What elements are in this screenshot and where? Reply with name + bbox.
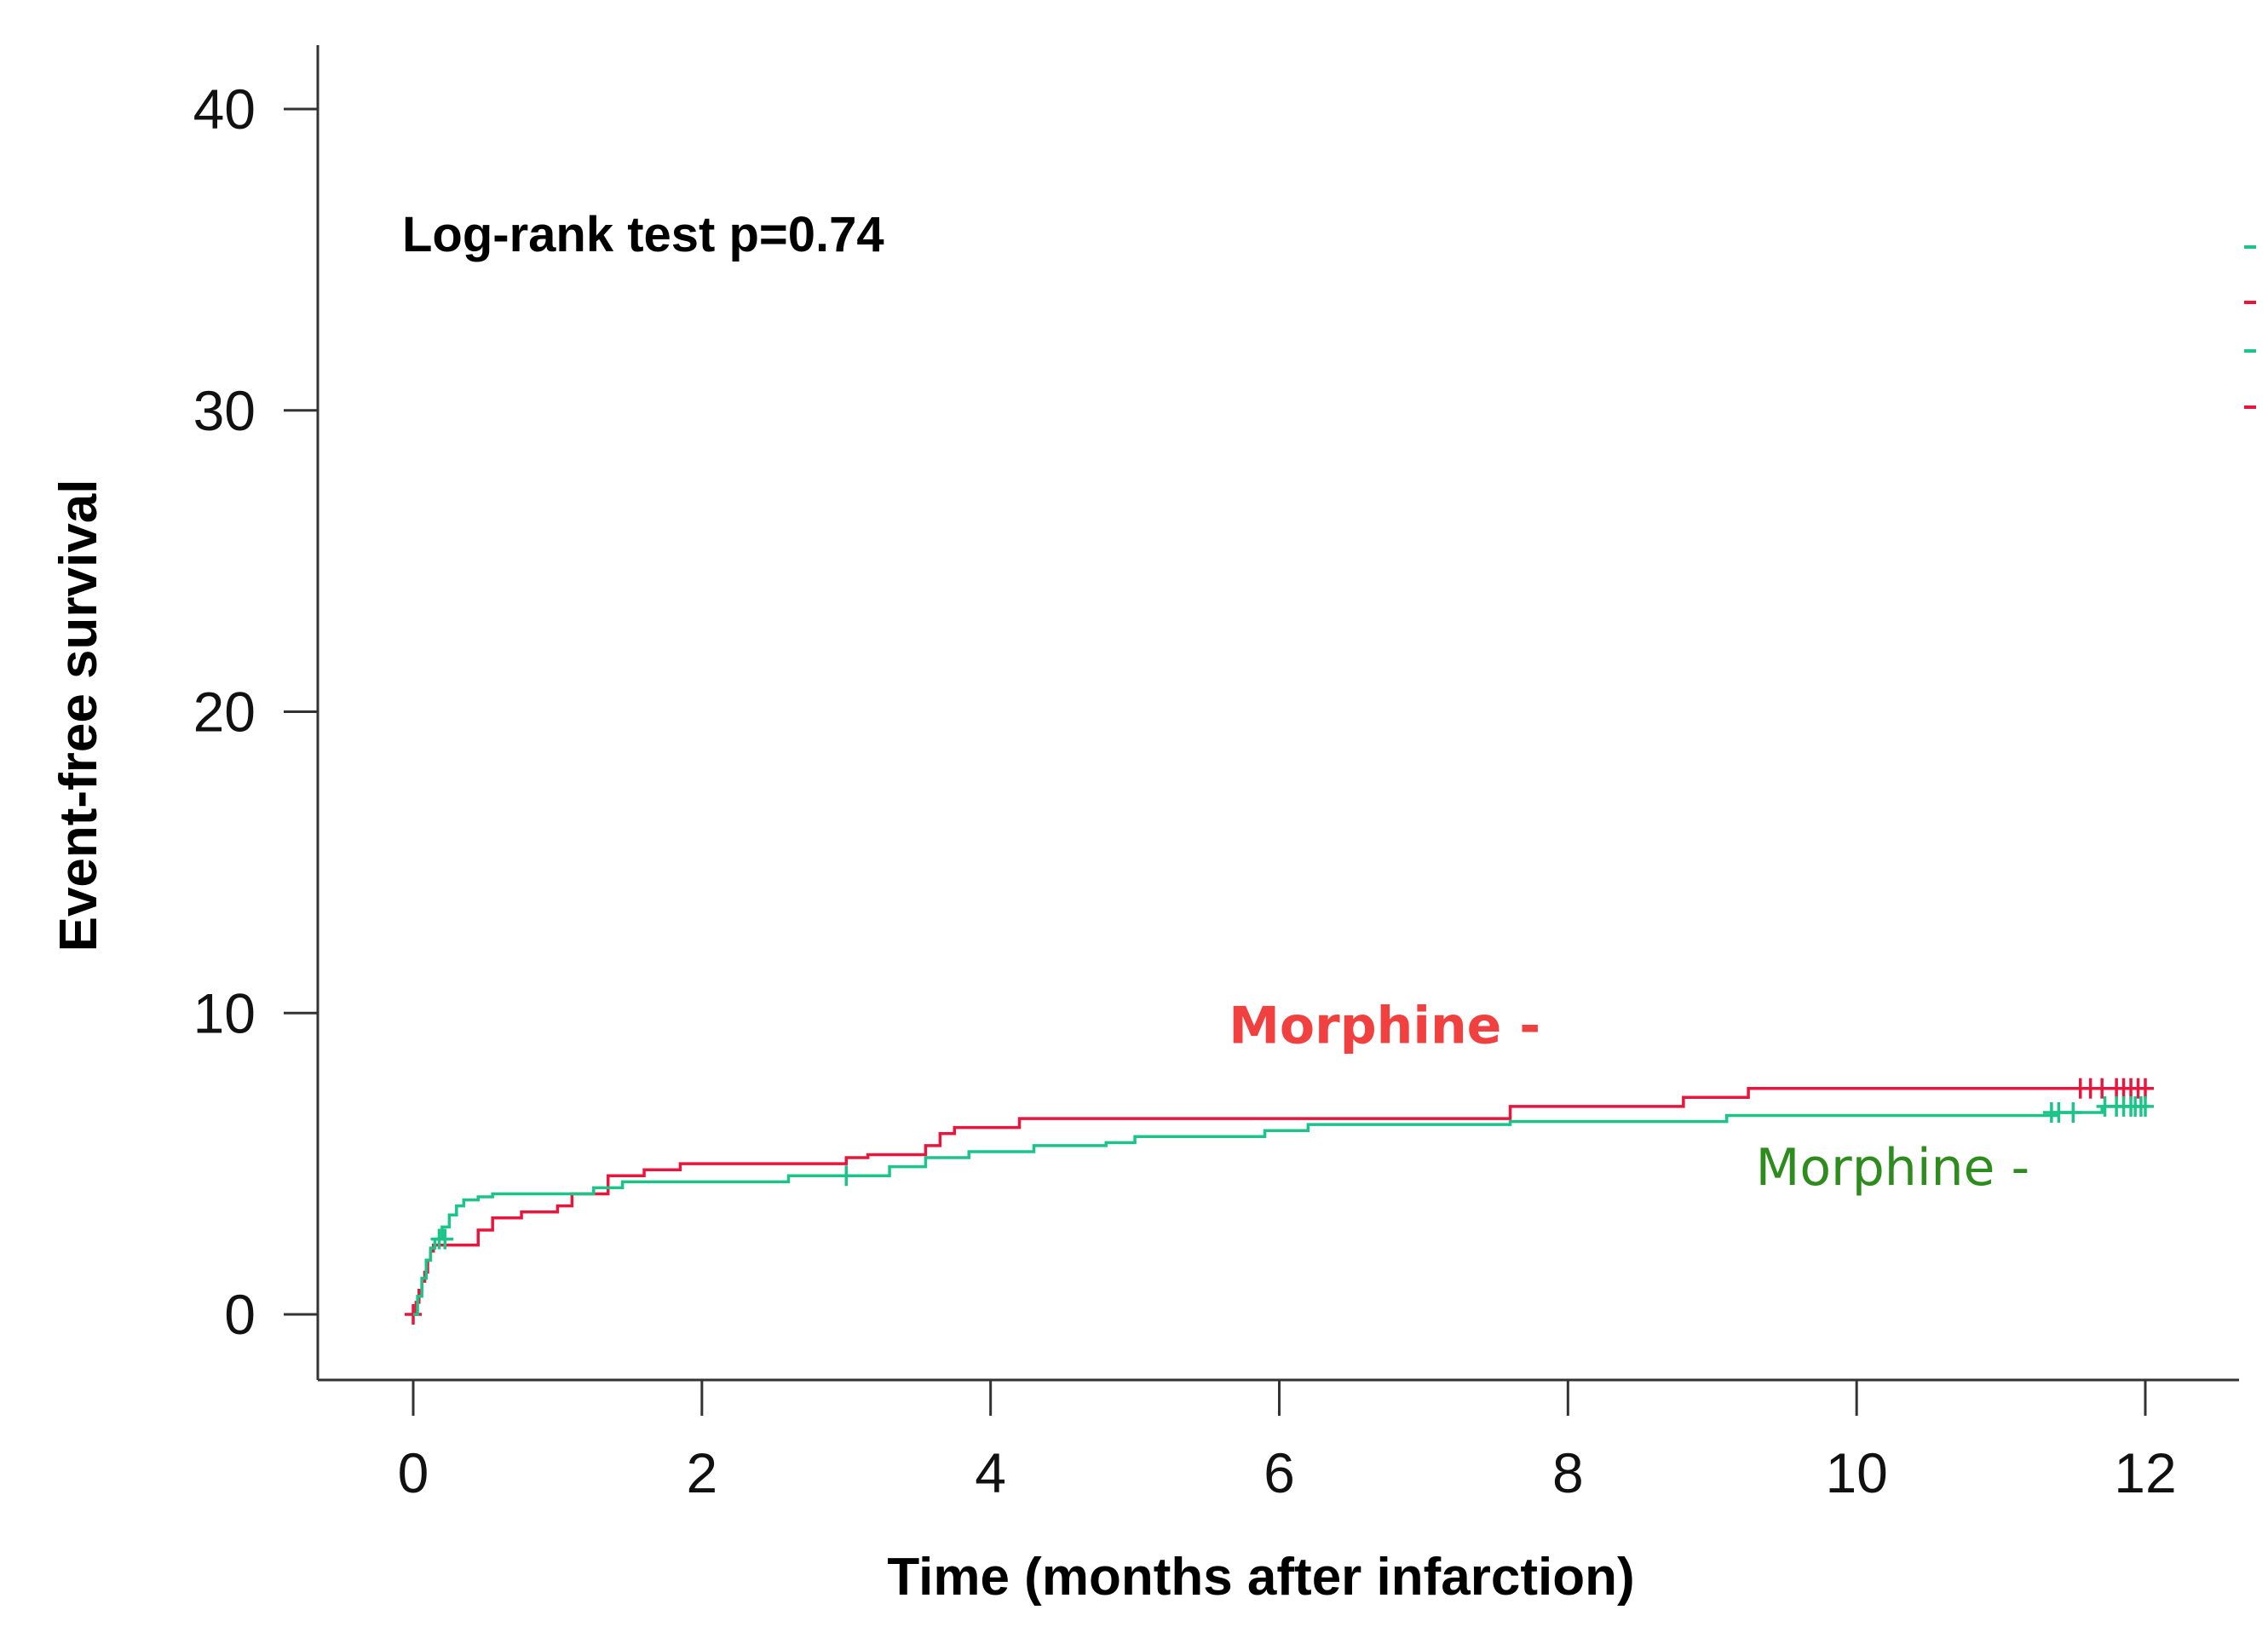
- x-tick-label: 10: [1825, 1441, 1887, 1504]
- series-line-1: [413, 1105, 2145, 1316]
- censor-mark: [2137, 1095, 2154, 1117]
- censor-mark: [436, 1228, 454, 1250]
- legend-stubs: [2244, 245, 2256, 409]
- y-tick-label: 30: [193, 379, 256, 442]
- x-tick-label: 4: [975, 1441, 1006, 1504]
- y-axis-ticks: 0 10 20 30 40: [193, 78, 318, 1346]
- y-axis-title: Event-free survival: [49, 480, 108, 952]
- series-layer: [405, 1078, 2154, 1325]
- series-line-0: [413, 1086, 2145, 1316]
- x-axis-ticks: 0 2 4 6 8 10 12: [398, 1380, 2177, 1504]
- censor-mark: [2093, 1078, 2111, 1099]
- y-tick-label: 40: [193, 78, 256, 141]
- series-label-red: Morphine -: [1229, 997, 1540, 1056]
- x-tick-label: 2: [686, 1441, 717, 1504]
- censor-mark: [2064, 1101, 2082, 1123]
- censor-mark: [838, 1165, 855, 1187]
- censor-mark: [2137, 1078, 2154, 1099]
- log-rank-annotation: Log-rank test p=0.74: [402, 207, 884, 262]
- x-axis-title: Time (months after infarction): [887, 1548, 1634, 1607]
- censor-mark: [2050, 1101, 2068, 1123]
- y-tick-label: 0: [224, 1283, 256, 1346]
- y-tick-label: 10: [193, 981, 256, 1044]
- x-tick-label: 12: [2114, 1441, 2176, 1504]
- series-label-green: Morphine -: [1756, 1138, 2030, 1198]
- x-tick-label: 0: [398, 1441, 429, 1504]
- x-tick-label: 6: [1264, 1441, 1295, 1504]
- x-tick-label: 8: [1552, 1441, 1584, 1504]
- y-tick-label: 20: [193, 681, 256, 744]
